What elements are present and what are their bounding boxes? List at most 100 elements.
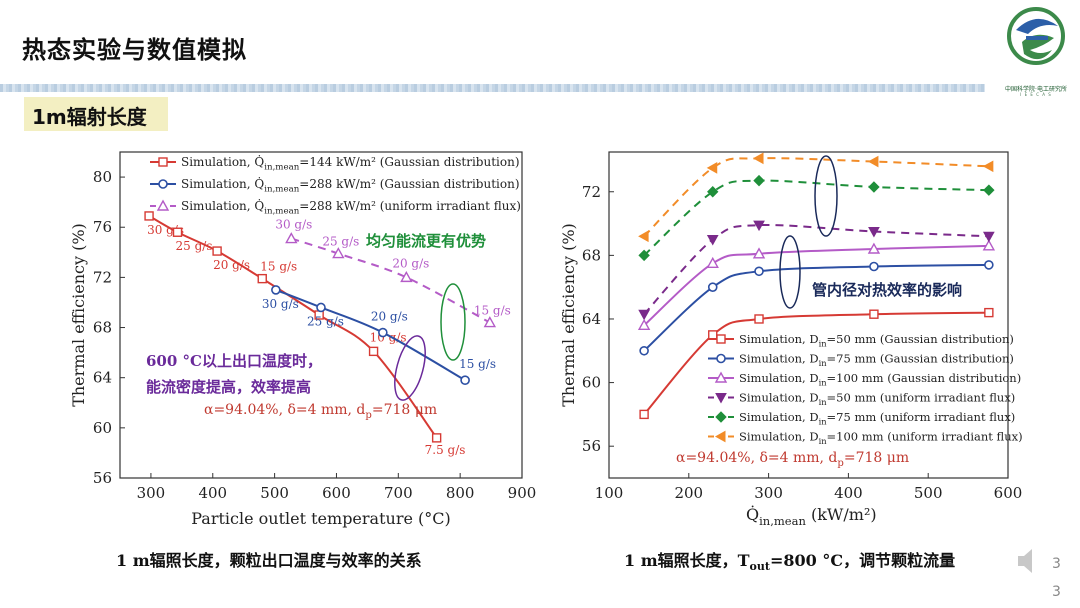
left-note-green: 均匀能流更有优势	[366, 232, 486, 250]
right-y-axis-label: Thermal efficiency (%)	[559, 223, 578, 407]
right-data-point	[867, 242, 881, 254]
right-data-point	[707, 186, 719, 198]
right-data-point	[753, 174, 765, 187]
right-data-point	[982, 160, 994, 173]
left-data-point	[483, 316, 497, 328]
left-legend-marker	[158, 179, 168, 189]
right-data-point	[639, 345, 649, 356]
right-legend-entry: Simulation, Din=100 mm (Gaussian distrib…	[739, 371, 1021, 387]
left-legend-marker	[158, 157, 168, 167]
left-point-label: 30 g/s	[262, 297, 299, 311]
left-chart-caption: 1 m辐照长度，颗粒出口温度与效率的关系	[116, 551, 422, 570]
right-data-point	[869, 261, 879, 272]
left-x-tick-label: 800	[446, 484, 475, 502]
header-divider	[0, 84, 985, 92]
left-y-tick-label: 80	[93, 168, 112, 186]
right-x-axis-label: Q̇in,mean (kW/m²)	[746, 505, 877, 528]
right-data-point	[752, 152, 764, 165]
left-x-tick-label: 300	[137, 484, 166, 502]
right-data-point	[982, 239, 996, 251]
right-y-tick-label: 60	[582, 374, 601, 392]
right-data-point	[867, 155, 879, 168]
left-x-tick-label: 900	[508, 484, 537, 502]
right-x-tick-label: 400	[834, 484, 863, 502]
right-legend-marker	[714, 371, 728, 383]
left-note-purple-1: 600 °C以上出口温度时，	[146, 352, 322, 370]
left-chart: 300 400 500 600 700 800 900 56 60 64 68 72 76 80 Parti…	[69, 151, 537, 528]
left-data-point	[271, 285, 281, 295]
right-legend-entry: Simulation, Din=50 mm (uniform irradiant…	[739, 391, 1015, 407]
left-point-label: 25 g/s	[322, 235, 359, 249]
left-y-tick-label: 60	[93, 419, 112, 437]
left-data-point	[378, 327, 388, 338]
left-point-label: 20 g/s	[392, 256, 429, 270]
right-params: α=94.04%, δ=4 mm, dp=718 μm	[676, 450, 909, 469]
left-legend-entry: Simulation, Q̇in,mean=288 kW/m² (uniform…	[181, 198, 521, 217]
left-legend-entry: Simulation, Q̇in,mean=288 kW/m² (Gaussia…	[181, 176, 520, 195]
right-y-tick-label: 68	[582, 246, 601, 264]
left-y-tick-label: 64	[93, 369, 112, 387]
left-purple-ellipse	[394, 335, 426, 401]
right-chart: 100 200 300 400 500 600 56 60 64 68 72 Q̇in,mean (k…	[559, 151, 1023, 528]
left-legend-marker	[156, 199, 170, 211]
left-x-axis-label: Particle outlet temperature (°C)	[191, 509, 451, 528]
left-point-label: 20 g/s	[213, 258, 250, 272]
right-x-tick-label: 300	[754, 484, 783, 502]
left-point-label: 7.5 g/s	[425, 443, 466, 457]
left-data-point	[257, 273, 267, 284]
left-data-point	[460, 375, 470, 386]
right-x-tick-label: 200	[674, 484, 703, 502]
right-x-tick-label: 100	[595, 484, 624, 502]
left-data-point	[144, 211, 154, 221]
right-data-point	[708, 330, 718, 340]
right-ellipse-mid	[779, 235, 801, 309]
right-data-point	[706, 256, 719, 269]
right-legend-marker	[716, 334, 726, 344]
left-x-tick-label: 700	[384, 484, 413, 502]
slide-subtitle: 1m辐射长度	[32, 105, 147, 129]
left-legend: Simulation, Q̇in,mean=144 kW/m² (Gaussia…	[150, 154, 521, 217]
left-data-point	[332, 247, 345, 259]
right-data-point	[984, 260, 994, 270]
right-data-point	[638, 249, 650, 262]
left-point-label: 20 g/s	[371, 310, 408, 324]
right-data-point	[984, 307, 994, 318]
right-legend-entry: Simulation, Din=75 mm (uniform irradiant…	[739, 410, 1015, 426]
right-data-point	[982, 231, 995, 243]
left-point-label: 30 g/s	[275, 218, 312, 232]
left-x-tick-label: 500	[260, 484, 289, 502]
left-note-purple-2: 能流密度提高，效率提高	[146, 378, 311, 396]
left-data-point	[316, 302, 326, 313]
slide-title: 热态实验与数值模拟	[22, 36, 247, 64]
right-chart-caption: 1 m辐照长度，Tout=800 °C，调节颗粒流量	[624, 551, 956, 574]
left-series-line	[291, 237, 491, 324]
right-data-point	[638, 309, 650, 321]
right-data-point	[706, 162, 718, 174]
left-data-point	[212, 246, 222, 256]
left-x-tick-label: 400	[198, 484, 227, 502]
subtitle-highlight	[24, 97, 168, 131]
right-data-point	[753, 220, 765, 232]
right-data-point	[707, 282, 718, 292]
left-y-tick-label: 56	[93, 469, 112, 487]
left-data-point	[368, 346, 379, 357]
right-x-tick-label: 500	[914, 484, 943, 502]
left-legend-entry: Simulation, Q̇in,mean=144 kW/m² (Gaussia…	[181, 154, 520, 173]
left-params: α=94.04%, δ=4 mm, dp=718 μm	[204, 402, 437, 421]
logo-subcaption: I E E C A S	[1020, 92, 1052, 97]
right-series-line	[643, 263, 989, 352]
left-y-tick-label: 76	[93, 218, 112, 236]
left-data-point	[431, 433, 442, 443]
right-legend-entry: Simulation, Din=100 mm (uniform irradian…	[739, 430, 1023, 446]
left-data-point	[400, 270, 413, 283]
left-point-label: 15 g/s	[474, 304, 511, 318]
left-y-tick-label: 72	[93, 268, 112, 286]
left-y-axis-label: Thermal efficiency (%)	[69, 223, 88, 407]
right-series-line	[643, 244, 989, 327]
speaker-icon[interactable]	[1016, 546, 1042, 576]
left-point-label: 25 g/s	[307, 314, 344, 328]
left-point-label: 15 g/s	[459, 357, 496, 371]
left-series-line	[275, 288, 466, 382]
right-y-tick-label: 72	[582, 183, 601, 201]
